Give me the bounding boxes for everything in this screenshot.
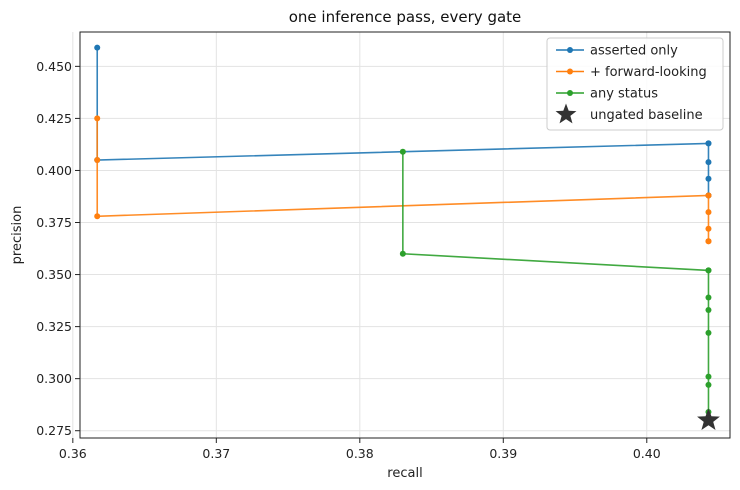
- x-axis: 0.36 0.37 0.38 0.39 0.40: [59, 438, 661, 461]
- baseline-star-marker: [697, 408, 720, 431]
- legend-label: any status: [590, 87, 658, 102]
- series-layer: [94, 44, 720, 431]
- x-tick-label: 0.40: [633, 446, 661, 461]
- legend-label: asserted only: [590, 44, 678, 59]
- data-point: [705, 306, 712, 313]
- x-tick-label: 0.39: [489, 446, 517, 461]
- legend-marker: [567, 90, 573, 96]
- y-axis-title: precision: [10, 206, 25, 265]
- y-tick-label: 0.375: [36, 215, 72, 230]
- data-point: [399, 250, 406, 257]
- legend-marker: [567, 47, 573, 53]
- y-tick-label: 0.325: [36, 319, 72, 334]
- chart-title: one inference pass, every gate: [289, 8, 522, 26]
- data-point: [705, 225, 712, 232]
- y-tick-label: 0.300: [36, 371, 72, 386]
- legend-box: [546, 37, 724, 131]
- data-point: [94, 44, 101, 51]
- data-point: [94, 115, 101, 122]
- legend: asserted only + forward-looking any status…: [546, 37, 724, 131]
- series-forward-looking: [94, 115, 712, 245]
- legend-label: ungated baseline: [590, 108, 703, 123]
- data-point: [705, 373, 712, 380]
- y-tick-label: 0.400: [36, 163, 72, 178]
- y-tick-label: 0.425: [36, 111, 72, 126]
- y-tick-label: 0.275: [36, 423, 72, 438]
- data-point: [94, 213, 101, 220]
- x-tick-label: 0.38: [346, 446, 374, 461]
- data-point: [705, 192, 712, 199]
- data-point: [399, 148, 406, 155]
- legend-label: + forward-looking: [590, 65, 707, 80]
- data-point: [705, 294, 712, 301]
- x-tick-label: 0.37: [202, 446, 230, 461]
- data-point: [705, 381, 712, 388]
- data-point: [705, 175, 712, 182]
- legend-star-marker: [555, 103, 577, 124]
- data-point: [705, 209, 712, 216]
- data-point: [705, 238, 712, 245]
- data-point: [705, 140, 712, 147]
- data-point: [705, 329, 712, 336]
- x-tick-label: 0.36: [59, 446, 87, 461]
- y-tick-label: 0.350: [36, 267, 72, 282]
- series-line: [402, 151, 710, 421]
- y-tick-label: 0.450: [36, 59, 72, 74]
- x-axis-title: recall: [387, 466, 422, 481]
- series-any-status: [399, 148, 712, 424]
- legend-marker: [567, 68, 573, 75]
- data-point: [705, 159, 712, 166]
- y-axis: 0.275 0.300 0.325 0.350 0.375 0.400 0.425 0.450: [36, 59, 80, 438]
- plot-area: [79, 31, 731, 439]
- data-point: [705, 267, 712, 274]
- data-point: [94, 157, 101, 164]
